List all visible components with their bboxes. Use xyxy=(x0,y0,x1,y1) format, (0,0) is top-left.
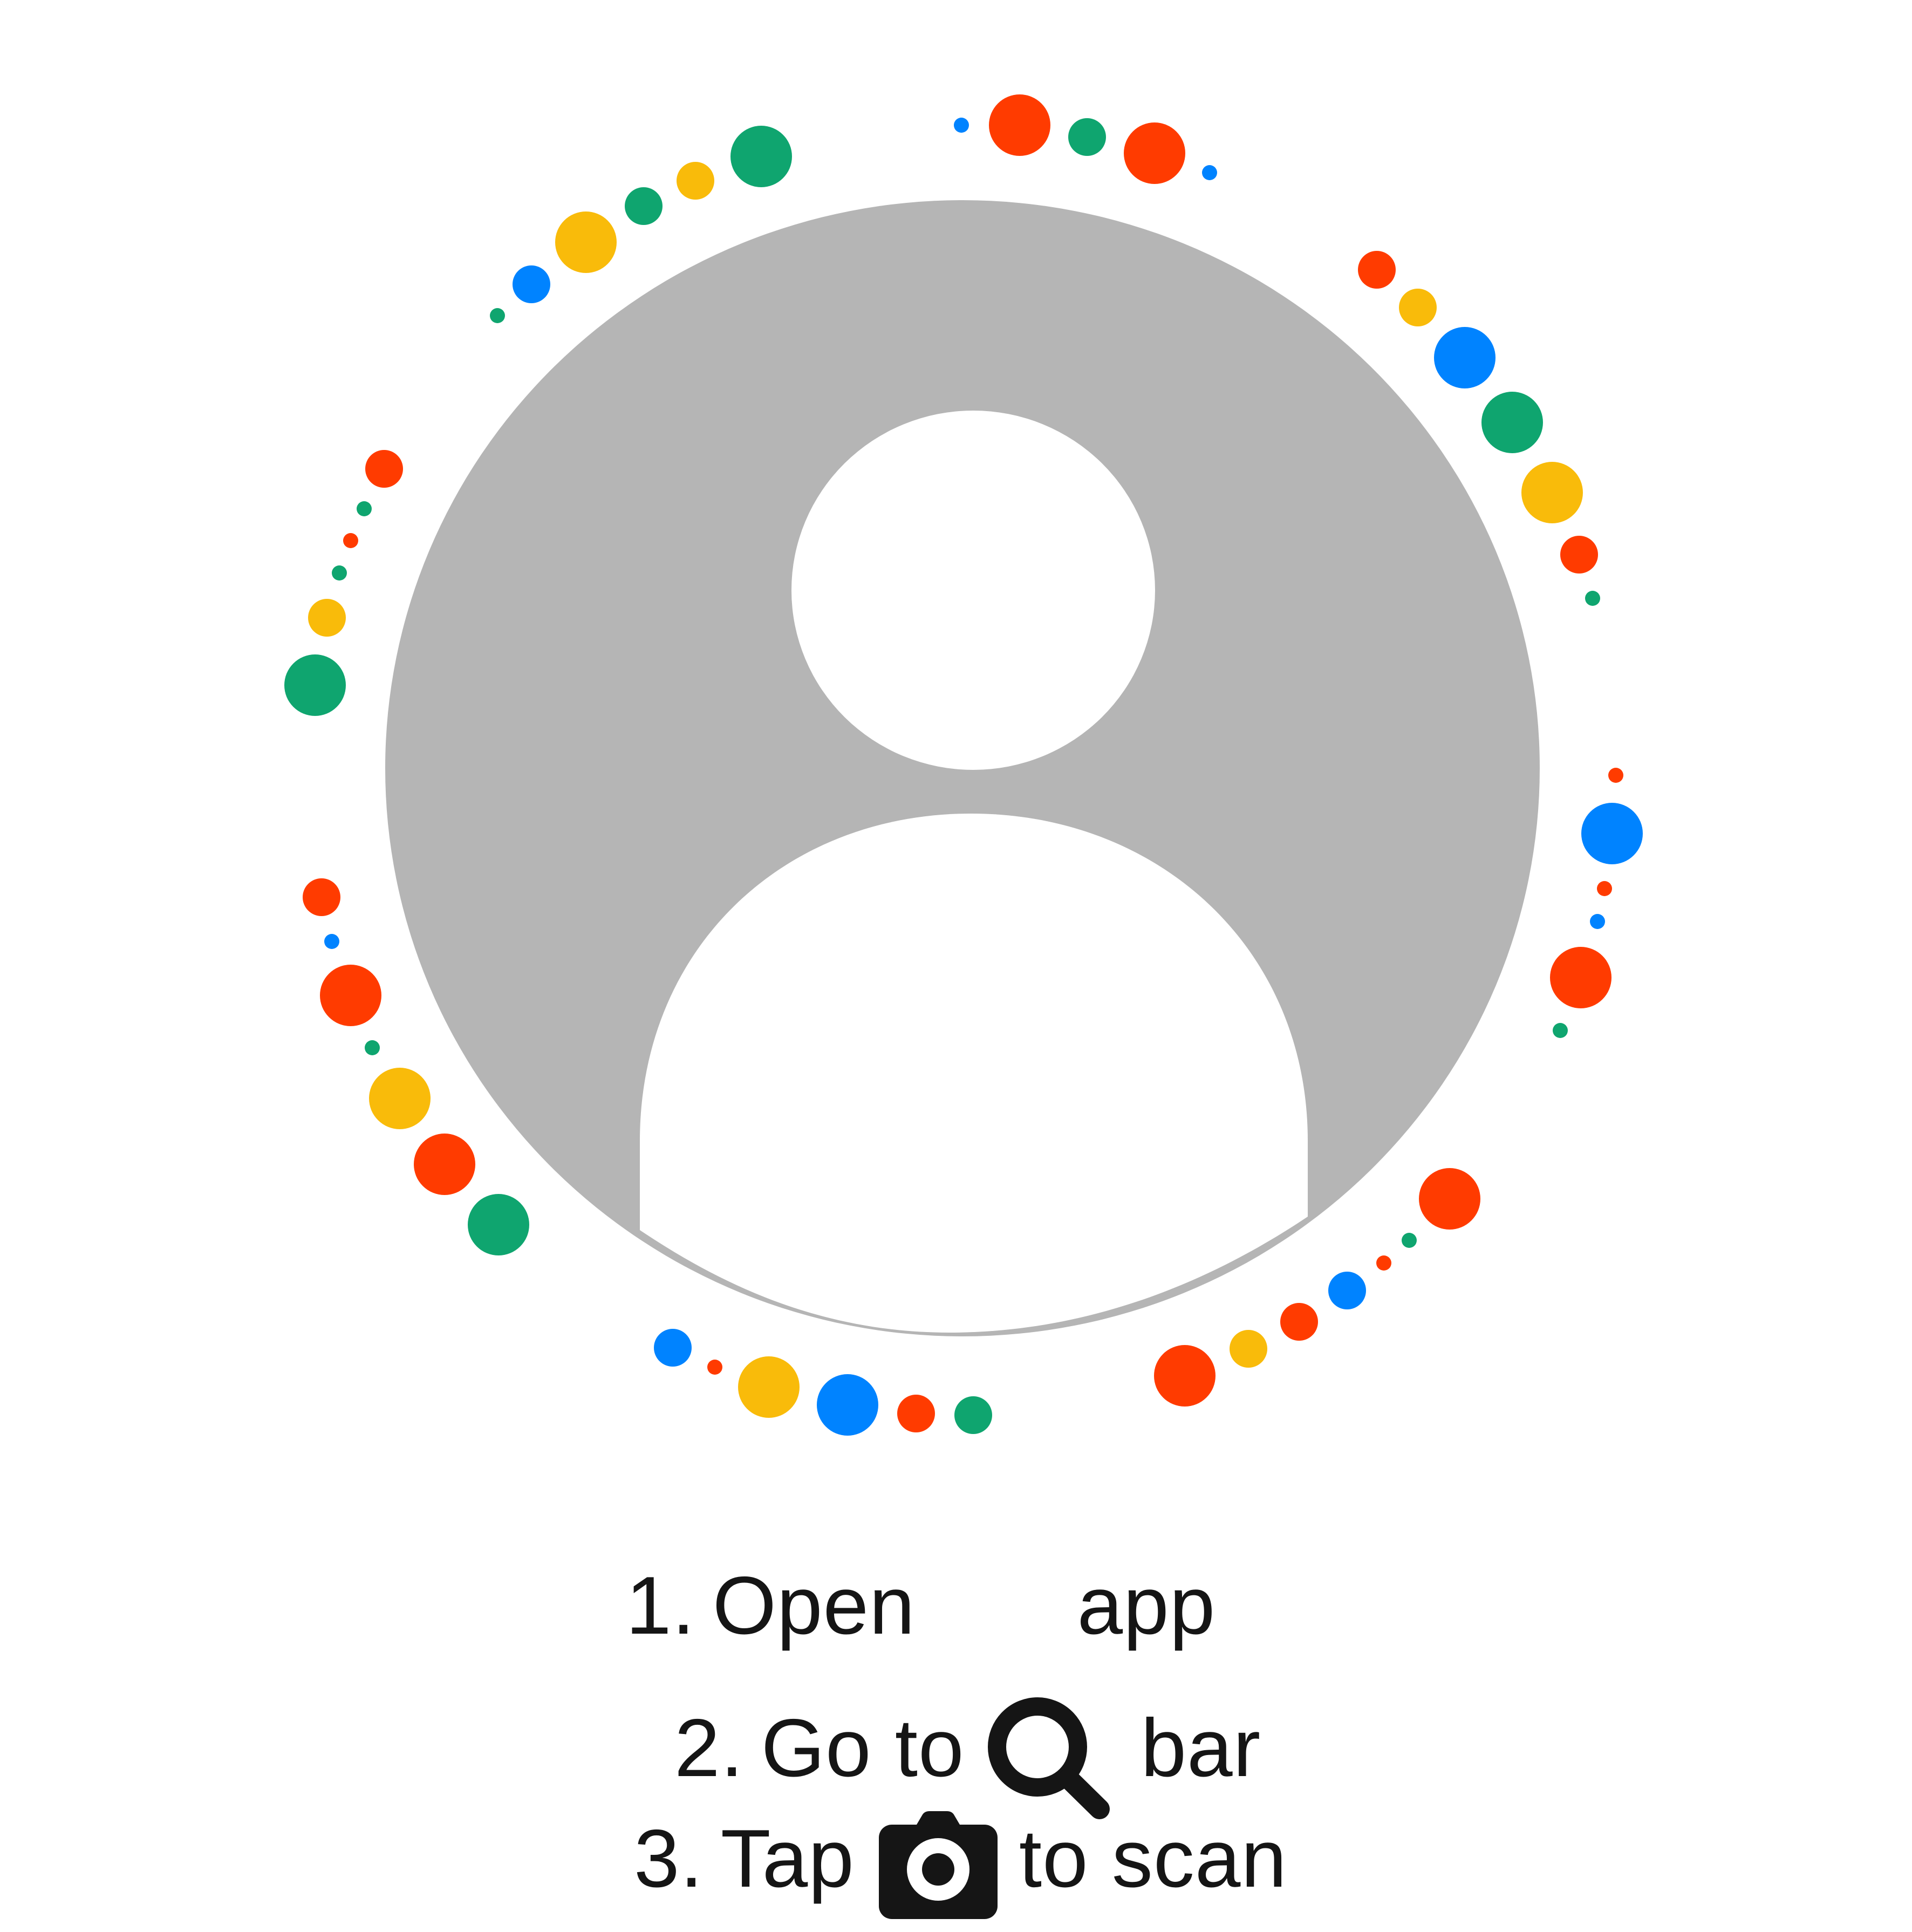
decorative-dot xyxy=(343,533,358,548)
decorative-dot xyxy=(468,1194,529,1255)
step-2-go-to-label: Go to xyxy=(761,1702,965,1794)
decorative-dot xyxy=(1202,165,1217,180)
decorative-dot xyxy=(738,1356,800,1418)
decorative-dot xyxy=(625,187,663,225)
decorative-dot xyxy=(1376,1255,1391,1271)
decorative-dot xyxy=(324,934,339,949)
decorative-dot xyxy=(1434,327,1496,388)
decorative-dot xyxy=(707,1360,722,1375)
decorative-dot xyxy=(369,1068,431,1129)
decorative-dot xyxy=(730,126,792,187)
decorative-dot xyxy=(677,162,714,200)
colored-dot-ring xyxy=(284,94,1643,1436)
decorative-dot xyxy=(1399,289,1437,326)
decorative-dot xyxy=(897,1395,935,1432)
decorative-dot xyxy=(284,654,346,716)
instruction-step-2: 2. Go to bar xyxy=(674,1686,1261,1819)
decorative-dot xyxy=(303,878,340,916)
decorative-dot xyxy=(954,1396,992,1434)
decorative-dot xyxy=(332,565,347,581)
decorative-dot xyxy=(1419,1168,1480,1230)
step-2-number: 2. xyxy=(674,1702,744,1794)
decorative-dot xyxy=(490,308,505,323)
decorative-dot xyxy=(414,1134,475,1195)
instruction-step-1: 1. Open app xyxy=(626,1565,1216,1647)
decorative-dot xyxy=(1124,122,1185,184)
decorative-dot xyxy=(308,599,346,637)
decorative-dot xyxy=(513,265,550,303)
step-3-tap-label: Tap xyxy=(720,1813,855,1904)
step-3-number: 3. xyxy=(634,1813,704,1904)
default-profile-avatar xyxy=(385,200,1540,1336)
decorative-dot xyxy=(1585,591,1600,606)
search-icon xyxy=(986,1696,1118,1820)
decorative-dot xyxy=(1597,881,1612,896)
decorative-dot xyxy=(1402,1233,1417,1248)
decorative-dot xyxy=(989,94,1050,156)
decorative-dot xyxy=(654,1329,692,1367)
decorative-dot xyxy=(1280,1303,1318,1341)
instruction-step-3: 3. Tap to scan xyxy=(634,1805,1287,1919)
step-1-number: 1. xyxy=(626,1560,695,1651)
decorative-dot xyxy=(817,1374,878,1436)
decorative-dot xyxy=(320,965,381,1026)
decorative-dot xyxy=(1608,768,1623,783)
decorative-dot xyxy=(357,501,372,516)
avatar-head xyxy=(791,411,1155,770)
decorative-dot xyxy=(1521,462,1583,523)
avatar-shoulders xyxy=(640,814,1308,1333)
decorative-dot xyxy=(1481,392,1543,453)
step-3-to-scan-label: to scan xyxy=(1019,1813,1287,1904)
decorative-dot xyxy=(954,118,969,133)
decorative-dot xyxy=(1550,947,1611,1008)
decorative-dot xyxy=(1068,118,1106,156)
decorative-dot xyxy=(555,211,617,273)
decorative-dot xyxy=(1553,1023,1568,1038)
decorative-dot xyxy=(1230,1330,1267,1368)
decorative-dot xyxy=(1581,803,1643,864)
profile-scan-graphic xyxy=(284,94,1643,1436)
decorative-dot xyxy=(365,1040,380,1055)
decorative-dot xyxy=(365,450,403,488)
step-2-bar-label: bar xyxy=(1141,1702,1261,1794)
decorative-dot xyxy=(1328,1272,1366,1309)
step-1-open-label: Open xyxy=(712,1560,916,1651)
decorative-dot xyxy=(1154,1345,1216,1407)
decorative-dot xyxy=(1358,251,1396,289)
step-1-app-label: app xyxy=(1077,1560,1216,1651)
decorative-dot xyxy=(1590,914,1605,929)
decorative-dot xyxy=(1560,536,1598,574)
camera-icon xyxy=(878,1811,998,1919)
